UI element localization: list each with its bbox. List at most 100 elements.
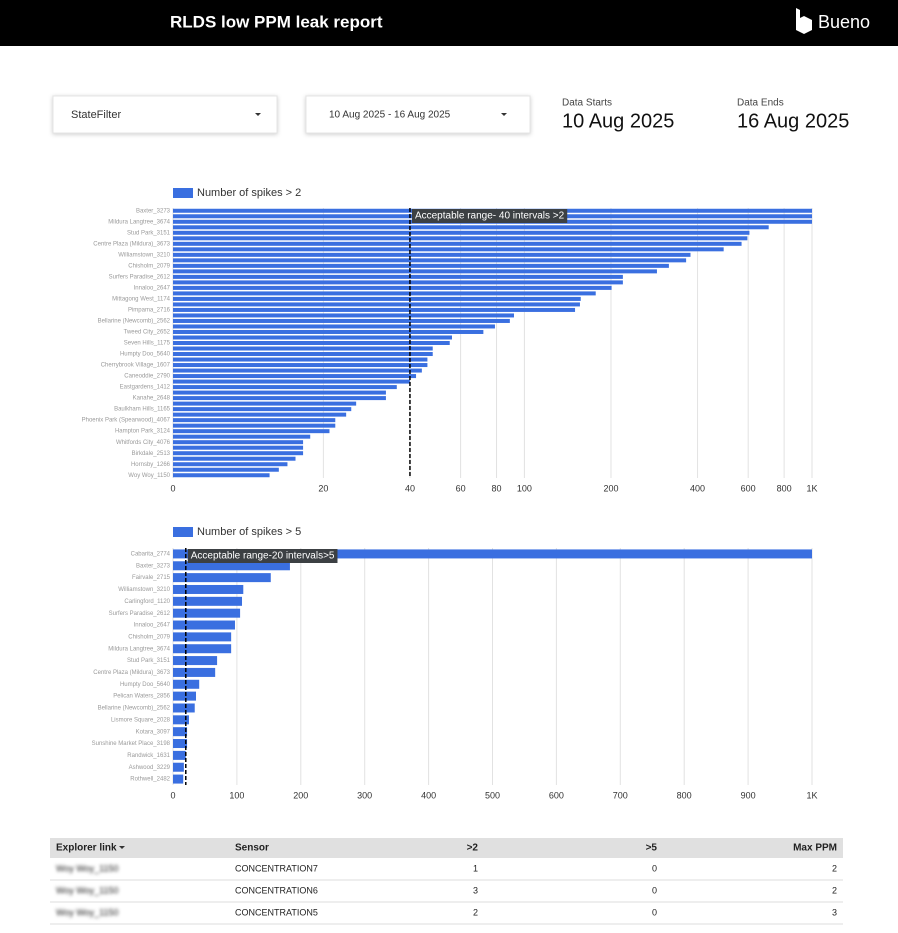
- column-header: Max PPM: [793, 843, 837, 854]
- bar: [173, 374, 417, 379]
- bar: [173, 762, 184, 772]
- bar: [173, 230, 750, 235]
- dropdown-arrow: [501, 113, 507, 116]
- x-tick-label: 600: [549, 790, 564, 800]
- reference-label: Acceptable range-20 intervals>5: [191, 551, 335, 562]
- kpi-label: Data Starts: [562, 98, 612, 109]
- legend-swatch: [173, 527, 193, 537]
- category-label: Mildura Langtree_3674: [108, 219, 170, 225]
- bar: [173, 703, 195, 713]
- bar: [173, 407, 352, 412]
- category-label: Tweed City_2652: [124, 330, 171, 336]
- filter-label[interactable]: StateFilter: [71, 109, 121, 121]
- category-label: Carlingford_1120: [124, 599, 170, 605]
- category-label: Sunshine Market Place_3198: [92, 741, 171, 747]
- category-label: Mittagong West_1174: [112, 296, 170, 302]
- bar: [173, 352, 433, 357]
- category-label: Kotara_3097: [136, 729, 171, 735]
- bar: [173, 252, 691, 257]
- x-tick-label: 0: [170, 483, 175, 493]
- date-label[interactable]: 10 Aug 2025 - 16 Aug 2025: [329, 110, 451, 121]
- dropdown-arrow: [255, 113, 261, 116]
- category-label: Humpty Doo_5640: [120, 682, 171, 688]
- category-label: Phoenix Park (Spearwood)_4067: [82, 418, 171, 424]
- x-tick-label: 700: [613, 790, 628, 800]
- x-tick-label: 400: [690, 483, 705, 493]
- bar: [173, 423, 336, 428]
- table-cell: CONCENTRATION6: [235, 885, 318, 895]
- bar: [173, 620, 235, 630]
- table-cell: 2: [832, 885, 837, 895]
- bar: [173, 274, 623, 279]
- reference-label: Acceptable range- 40 intervals >2: [415, 211, 565, 222]
- bar: [173, 390, 386, 395]
- x-tick-label: 800: [777, 483, 792, 493]
- category-label: Baxter_3273: [136, 208, 171, 214]
- x-tick-label: 40: [405, 483, 415, 493]
- x-tick-label: 100: [229, 790, 244, 800]
- report-title: RLDS low PPM leak report: [170, 12, 383, 31]
- category-label: Cabarita_2774: [131, 552, 171, 558]
- reference-label-bg: [411, 209, 568, 223]
- header-bar: [0, 0, 898, 46]
- category-label: Centre Plaza (Mildura)_3673: [93, 241, 170, 247]
- bar: [173, 691, 197, 701]
- bar: [173, 739, 188, 749]
- state-filter[interactable]: StateFilter: [52, 95, 278, 134]
- category-label: Bellarine (Newcomb)_2562: [98, 319, 171, 325]
- category-label: Centre Plaza (Mildura)_3673: [93, 670, 170, 676]
- category-label: Chisholm_2079: [128, 263, 170, 269]
- bar: [173, 307, 576, 312]
- date-box[interactable]: [305, 95, 531, 134]
- bar: [173, 456, 296, 461]
- x-tick-label: 200: [293, 790, 308, 800]
- bar: [173, 561, 290, 571]
- table-cell: 3: [473, 885, 478, 895]
- category-label: Chisholm_2079: [128, 634, 170, 640]
- kpi-label: Data Ends: [737, 98, 784, 109]
- bar: [173, 573, 271, 583]
- bar: [173, 318, 510, 323]
- category-label: Seven Hills_1175: [124, 341, 171, 347]
- category-label: Hornsby_1266: [131, 462, 171, 468]
- category-label: Baxter_3273: [136, 563, 171, 569]
- bar: [173, 363, 428, 368]
- bar: [173, 440, 304, 445]
- bar: [173, 296, 581, 301]
- table-cell: 3: [832, 907, 837, 917]
- category-label: Williamstown_3210: [118, 587, 170, 593]
- x-tick-label: 20: [318, 483, 328, 493]
- bar: [173, 368, 422, 373]
- category-label: Surfers Paradise_2612: [109, 274, 171, 280]
- bar: [173, 269, 657, 274]
- bar: [173, 291, 596, 296]
- table-cell: 1: [473, 863, 478, 873]
- x-tick-label: 900: [741, 790, 756, 800]
- brand-logo: [796, 8, 812, 34]
- table-header-bg: [50, 838, 843, 858]
- filter-box[interactable]: [52, 95, 278, 134]
- explorer-link[interactable]: Woy Woy_1150: [56, 907, 119, 917]
- category-label: Bellarine (Newcomb)_2562: [98, 706, 171, 712]
- bar: [173, 385, 397, 390]
- date-range[interactable]: 10 Aug 2025 - 16 Aug 2025: [305, 95, 531, 134]
- category-label: Williamstown_3210: [118, 252, 170, 258]
- bar: [173, 462, 288, 467]
- column-header: Explorer link: [56, 843, 117, 854]
- category-label: Fairvale_2715: [132, 575, 171, 581]
- category-label: Ashwood_3229: [129, 765, 171, 771]
- category-label: Lismore Square_2028: [111, 717, 171, 723]
- category-label: Kanahe_2648: [133, 396, 171, 402]
- category-label: Whitfords City_4076: [116, 440, 171, 446]
- category-label: Humpty Doo_5640: [120, 352, 171, 358]
- bar: [173, 225, 769, 230]
- bar: [173, 263, 669, 268]
- bar: [173, 774, 184, 784]
- explorer-link[interactable]: Woy Woy_1150: [56, 885, 119, 895]
- category-label: Birkdale_2513: [132, 451, 171, 457]
- explorer-link[interactable]: Woy Woy_1150: [56, 863, 119, 873]
- category-label: Cherrybrook Village_1607: [101, 363, 171, 369]
- bar: [173, 396, 386, 401]
- category-label: Eastgardens_1412: [120, 385, 171, 391]
